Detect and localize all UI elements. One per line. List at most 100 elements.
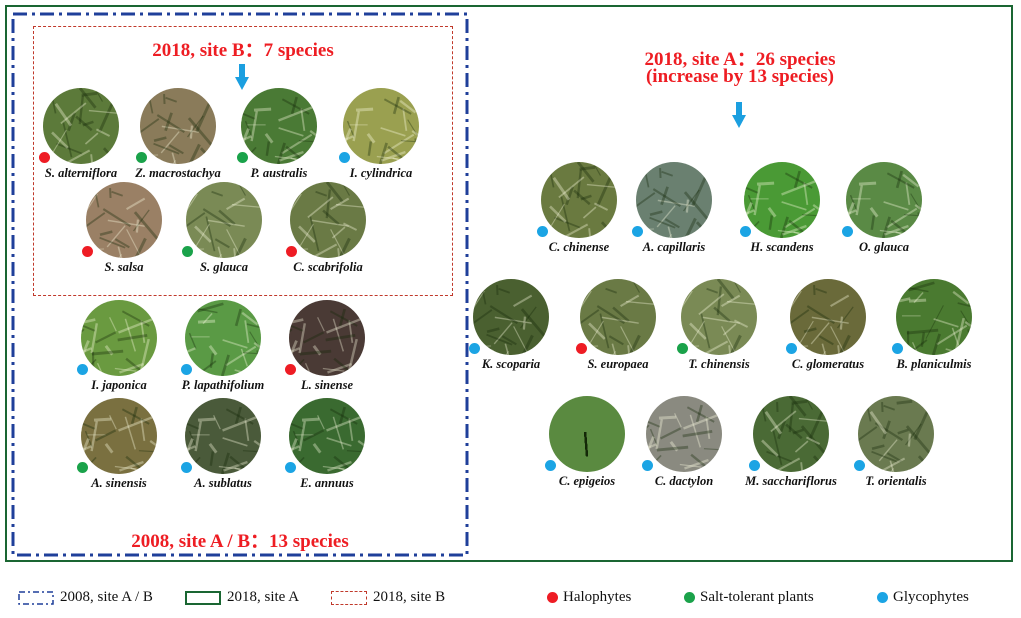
halophyte-dot-icon xyxy=(82,246,93,257)
species-item: O. glauca xyxy=(824,162,944,262)
species-item: I. japonica xyxy=(59,300,179,400)
site-a-2018-title: 2018, site A：26 species xyxy=(644,49,836,70)
site-b-2018-box xyxy=(33,26,453,296)
legend-glycophytes-label: Glycophytes xyxy=(893,589,969,605)
glycophyte-dot-icon xyxy=(854,460,865,471)
glycophyte-dot-icon xyxy=(469,343,480,354)
plant-photo xyxy=(289,300,365,376)
species-name: C. scabrifolia xyxy=(293,260,363,274)
species-name: M. sacchariflorus xyxy=(745,474,837,488)
plant-photo xyxy=(43,88,119,164)
halophyte-dot-icon xyxy=(576,343,587,354)
species-item: S. europaea xyxy=(558,279,678,379)
species-name: A. sublatus xyxy=(194,476,252,490)
plant-photo xyxy=(86,182,162,258)
plant-photo xyxy=(473,279,549,355)
legend-2008-label: 2008, site A / B xyxy=(60,589,153,605)
species-item: K. scoparia xyxy=(451,279,571,379)
site-b-2018-title: 2018, site B：7 species xyxy=(152,40,334,61)
species-item: S. glauca xyxy=(164,182,284,282)
glycophyte-dot-icon xyxy=(181,462,192,473)
glycophyte-dot-icon xyxy=(181,364,192,375)
solid-line-icon xyxy=(185,590,221,605)
legend-2018-b-label: 2018, site B xyxy=(373,589,446,605)
species-item: S. alterniflora xyxy=(21,88,141,188)
species-name: A. capillaris xyxy=(642,240,706,254)
species-item: A. sublatus xyxy=(163,398,283,498)
plant-photo xyxy=(186,182,262,258)
plant-photo xyxy=(185,300,261,376)
species-item: C. epigeios xyxy=(527,396,647,496)
glycophyte-dot-icon xyxy=(632,226,643,237)
halophyte-dot-icon xyxy=(285,364,296,375)
plant-photo xyxy=(289,398,365,474)
legend-2008-box: 2008, site A / B xyxy=(18,589,153,606)
plant-photo xyxy=(81,398,157,474)
species-item: I. cylindrica xyxy=(321,88,441,188)
species-item: Z. macrostachya xyxy=(118,88,238,188)
red-dot-icon xyxy=(547,592,558,603)
plant-photo xyxy=(140,88,216,164)
species-name: S. europaea xyxy=(587,357,649,371)
species-name: Z. macrostachya xyxy=(135,166,221,180)
salt-tolerant-dot-icon xyxy=(237,152,248,163)
glycophyte-dot-icon xyxy=(545,460,556,471)
legend-2018-a-box: 2018, site A xyxy=(185,589,299,606)
plant-photo xyxy=(636,162,712,238)
plant-photo xyxy=(580,279,656,355)
glycophyte-dot-icon xyxy=(537,226,548,237)
site-ab-2008-title: 2008, site A / B：13 species xyxy=(131,531,349,552)
species-item: C. dactylon xyxy=(624,396,744,496)
plant-photo xyxy=(753,396,829,472)
species-name: T. orientalis xyxy=(865,474,927,488)
plant-photo xyxy=(549,396,625,472)
species-item: P. lapathifolium xyxy=(163,300,283,400)
legend-2018-b-box: 2018, site B xyxy=(331,589,445,606)
species-item: M. sacchariflorus xyxy=(731,396,851,496)
green-dot-icon xyxy=(684,592,695,603)
glycophyte-dot-icon xyxy=(339,152,350,163)
species-item: T. chinensis xyxy=(659,279,779,379)
species-item: L. sinense xyxy=(267,300,387,400)
glycophyte-dot-icon xyxy=(786,343,797,354)
down-arrow-icon xyxy=(732,102,746,128)
salt-tolerant-dot-icon xyxy=(77,462,88,473)
species-item: C. glomeratus xyxy=(768,279,888,379)
blue-dot-icon xyxy=(877,592,888,603)
glycophyte-dot-icon xyxy=(642,460,653,471)
site-ab-2008-box xyxy=(11,12,469,557)
species-name: P. australis xyxy=(250,166,308,180)
plant-photo xyxy=(290,182,366,258)
species-name: S. glauca xyxy=(200,260,248,274)
species-name: S. alterniflora xyxy=(44,166,118,180)
plant-photo xyxy=(81,300,157,376)
species-name: I. japonica xyxy=(91,378,147,392)
legend-salt-tolerant: Salt-tolerant plants xyxy=(684,589,814,606)
site-a-2018-subtitle: (increase by 13 species) xyxy=(645,66,835,87)
legend-2018-a-label: 2018, site A xyxy=(227,589,300,605)
species-name: H. scandens xyxy=(750,240,814,254)
species-item: E. annuus xyxy=(267,398,387,498)
species-name: C. glomeratus xyxy=(791,357,865,371)
species-item: H. scandens xyxy=(722,162,842,262)
species-name: C. epigeios xyxy=(558,474,616,488)
species-name: B. planiculmis xyxy=(896,357,972,371)
plant-photo xyxy=(541,162,617,238)
legend-glycophytes: Glycophytes xyxy=(877,589,969,606)
species-name: L. sinense xyxy=(300,378,354,392)
plant-photo xyxy=(744,162,820,238)
glycophyte-dot-icon xyxy=(842,226,853,237)
down-arrow-icon xyxy=(235,64,249,90)
halophyte-dot-icon xyxy=(286,246,297,257)
species-item: A. sinensis xyxy=(59,398,179,498)
dashed-line-icon xyxy=(331,590,367,605)
species-item: P. australis xyxy=(219,88,339,188)
species-name: T. chinensis xyxy=(688,357,750,371)
plant-photo xyxy=(241,88,317,164)
plant-photo xyxy=(646,396,722,472)
species-name: K. scoparia xyxy=(481,357,541,371)
species-name: A. sinensis xyxy=(91,476,147,490)
site-a-2018-box xyxy=(5,5,1013,562)
species-item: B. planiculmis xyxy=(874,279,994,379)
salt-tolerant-dot-icon xyxy=(677,343,688,354)
